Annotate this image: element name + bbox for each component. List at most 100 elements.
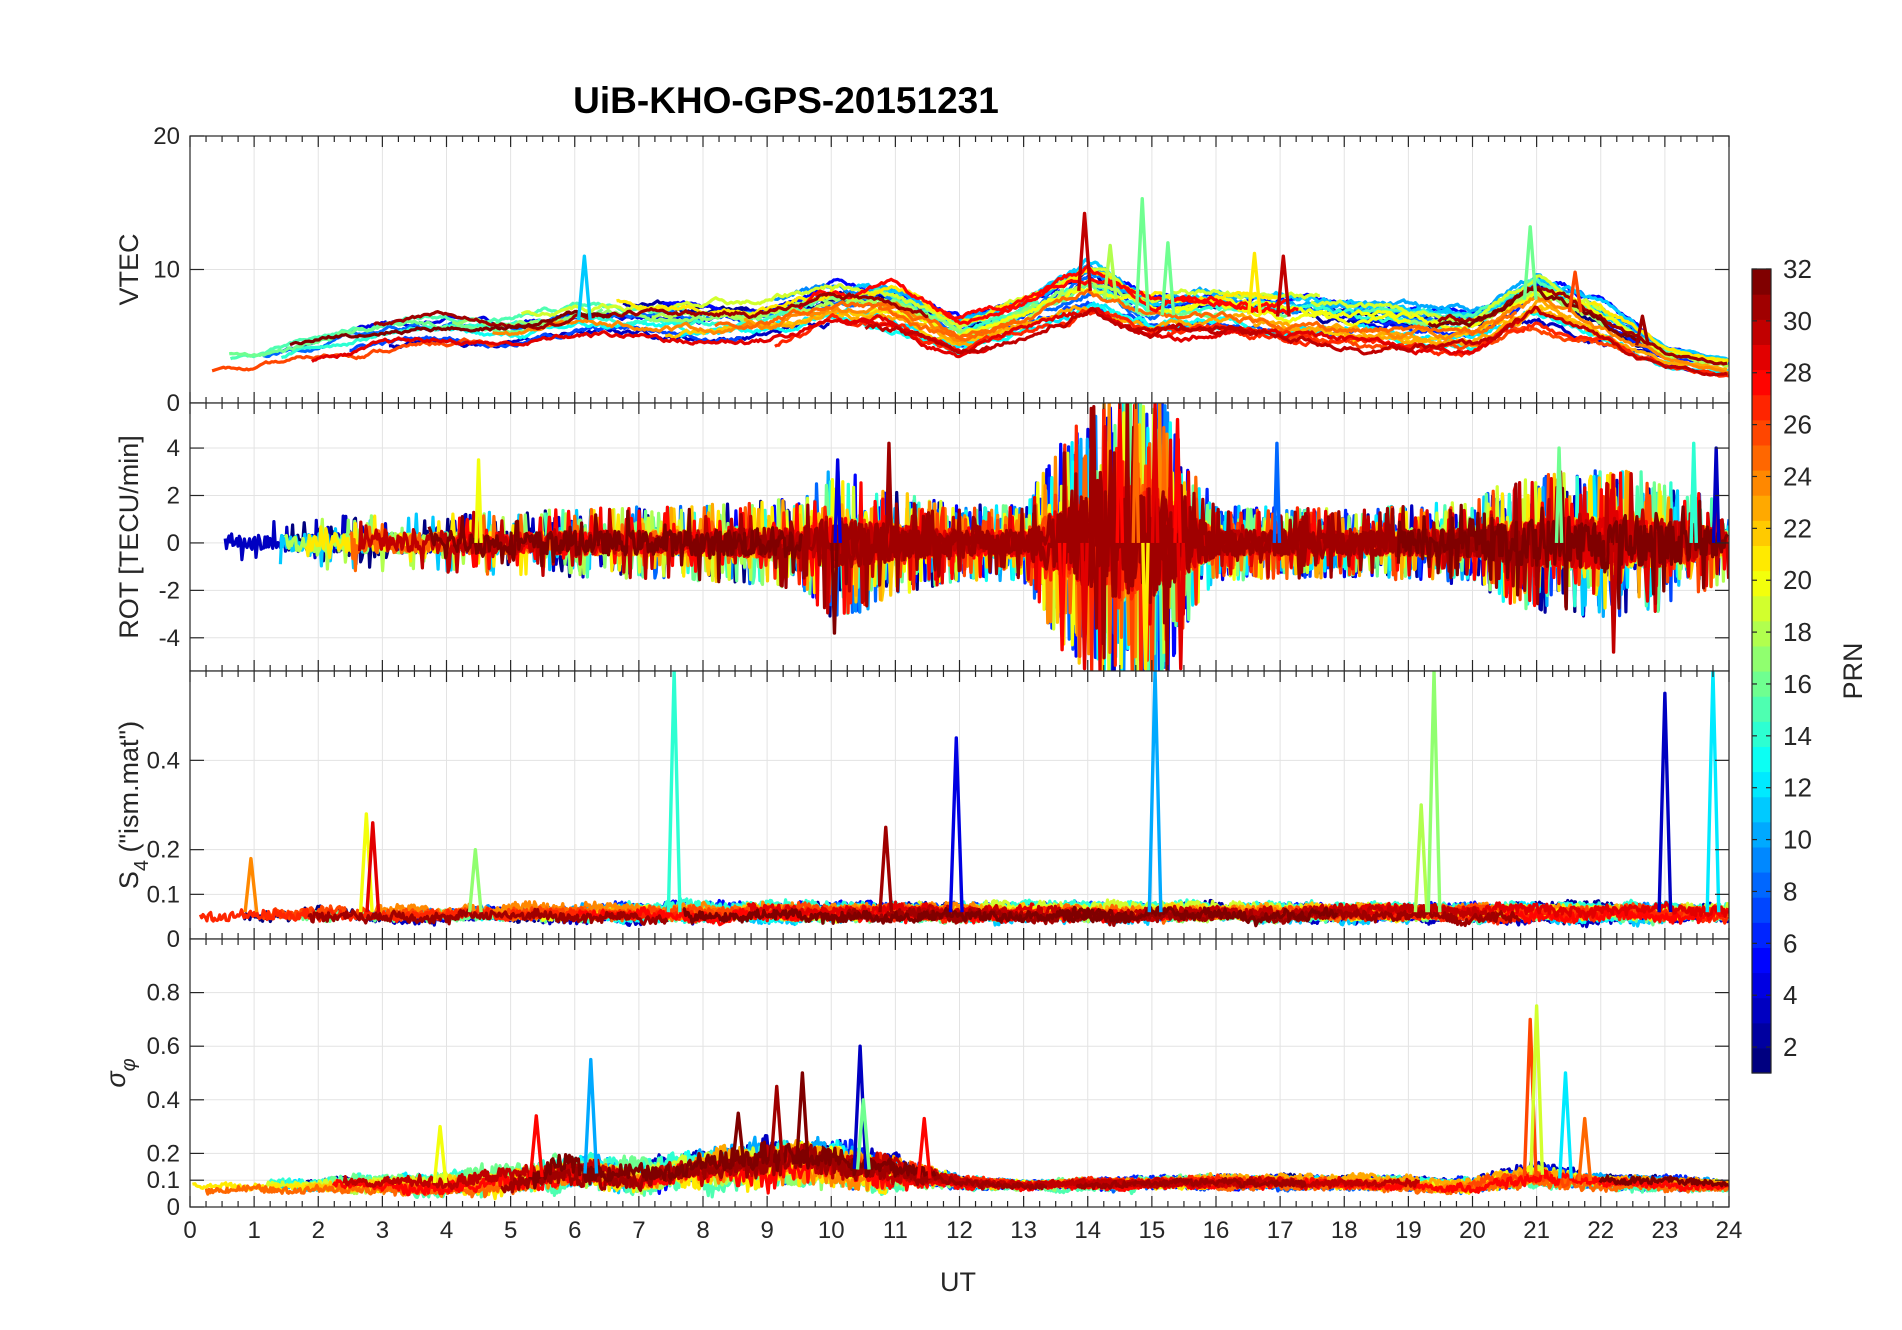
colorbar-segment [1752,545,1771,572]
colorbar-tick-label: 28 [1783,358,1812,388]
x-tick-label: 2 [312,1217,325,1244]
series-prn-25 [714,300,1017,342]
x-tick-label: 10 [818,1217,845,1244]
x-tick-label: 1 [247,1217,260,1244]
peak-prn-30 [1275,254,1291,317]
x-tick-label: 3 [376,1217,389,1244]
colorbar-tick-label: 16 [1783,669,1812,699]
colorbar-segment [1752,520,1771,546]
peak-prn-16 [1522,225,1538,300]
series-prn-32 [528,1140,937,1190]
x-tick-label: 22 [1587,1217,1614,1244]
colorbar-segment [1752,997,1771,1024]
peak-prn-16 [1160,241,1176,316]
colorbar-tick-label: 2 [1783,1032,1797,1062]
colorbar-segment [1752,922,1771,948]
colorbar-frame [1751,268,1772,1074]
panel-1: 0 10 20 VTEC [114,123,1730,417]
x-tick-label: 8 [696,1217,709,1244]
peak-prn-28 [528,1114,544,1178]
y-tick-label: 0 [167,926,180,953]
peak-prn-31 [769,1084,785,1165]
x-tick-label: 9 [760,1217,773,1244]
peak-prn-24 [243,856,259,913]
panel-3: 0 0.1 0.2 0.4S4 ("ism.mat") [114,670,1730,953]
colorbar-tick-label: 20 [1783,565,1812,595]
series-prn-32 [289,309,613,347]
y-tick-label: -2 [159,577,180,604]
peak-prn-16 [1554,446,1564,543]
series-prn-31 [1075,1176,1307,1191]
colorbar-tick-label: 26 [1783,410,1812,440]
colorbar-segment [1752,746,1771,773]
colorbar-segment [1752,294,1771,320]
x-tick-label: 18 [1331,1217,1358,1244]
peak-prn-12 [1558,1071,1573,1179]
series-prn-31 [307,907,669,926]
colorbar-segment [1752,269,1771,295]
x-tick-label: 19 [1395,1217,1422,1244]
peak-prn-28 [1173,417,1182,543]
y-tick-label: 0 [167,1194,180,1221]
y-tick-label: 0.2 [147,837,180,864]
y-tick-label: 4 [167,435,180,462]
peak-prn-11 [576,254,592,321]
peak-prn-10 [1147,671,1163,913]
colorbar-segment [1752,344,1771,371]
y-axis-label: σφ [101,1058,140,1087]
series-prn-32 [427,507,804,584]
colorbar-segment [1752,897,1771,923]
x-tick-label: 13 [1010,1217,1037,1244]
colorbar-segment [1752,495,1771,521]
x-tick-label: 24 [1716,1217,1743,1244]
x-tick-label: 4 [440,1217,453,1244]
colorbar-segment [1752,671,1771,697]
y-axis-label: ROT [TECU/min] [114,435,144,639]
peak-prn-16 [855,1098,871,1170]
colorbar-tick-label: 22 [1783,513,1812,543]
peak-prn-25 [1577,1116,1593,1182]
peak-prn-4 [948,736,964,913]
y-tick-label: 0.8 [147,980,180,1007]
panel-2: -4 -2 0 2 4 ROT [TECU/min] [114,402,1730,672]
peak-prn-20 [474,458,483,543]
series-group [192,1004,1729,1201]
peak-prn-17 [1426,671,1442,913]
peak-prn-17 [467,847,483,913]
x-tick-label: 16 [1203,1217,1230,1244]
peak-prn-20 [432,1124,448,1184]
peak-prn-4 [833,458,842,543]
y-tick-label: 0.4 [147,747,180,774]
x-tick-label: 11 [883,1217,908,1244]
colorbar-label: PRN [1838,642,1868,699]
peak-prn-32 [730,1111,746,1167]
peak-prn-29 [365,821,381,913]
peak-prn-30 [1609,542,1618,654]
x-tick-label: 21 [1523,1217,1550,1244]
peak-prn-31 [884,441,894,543]
colorbar-tick-label: 12 [1783,773,1812,803]
colorbar-tick-label: 10 [1783,825,1812,855]
colorbar-segment [1752,419,1771,446]
peak-prn-14 [666,671,682,913]
colorbar-segment [1752,620,1771,647]
ticks [189,939,1730,1208]
series-prn-32 [1598,1174,1729,1188]
y-tick-label: 0 [167,390,180,417]
peak-prn-30 [1077,211,1093,291]
series-group [211,197,1729,378]
peak-prn-10 [583,1057,599,1174]
y-tick-label: -4 [159,625,180,652]
series-prn-25 [877,288,1517,340]
series-prn-32 [1396,486,1729,611]
x-tick-label: 5 [504,1217,517,1244]
x-tick-label: 17 [1267,1217,1294,1244]
peak-prn-29 [1080,542,1089,671]
y-tick-label: 0.1 [147,881,180,908]
colorbar-segment [1752,645,1771,672]
colorbar-segment [1752,570,1771,597]
peak-prn-32 [830,542,839,635]
colorbar-tick-label: 24 [1783,461,1812,491]
